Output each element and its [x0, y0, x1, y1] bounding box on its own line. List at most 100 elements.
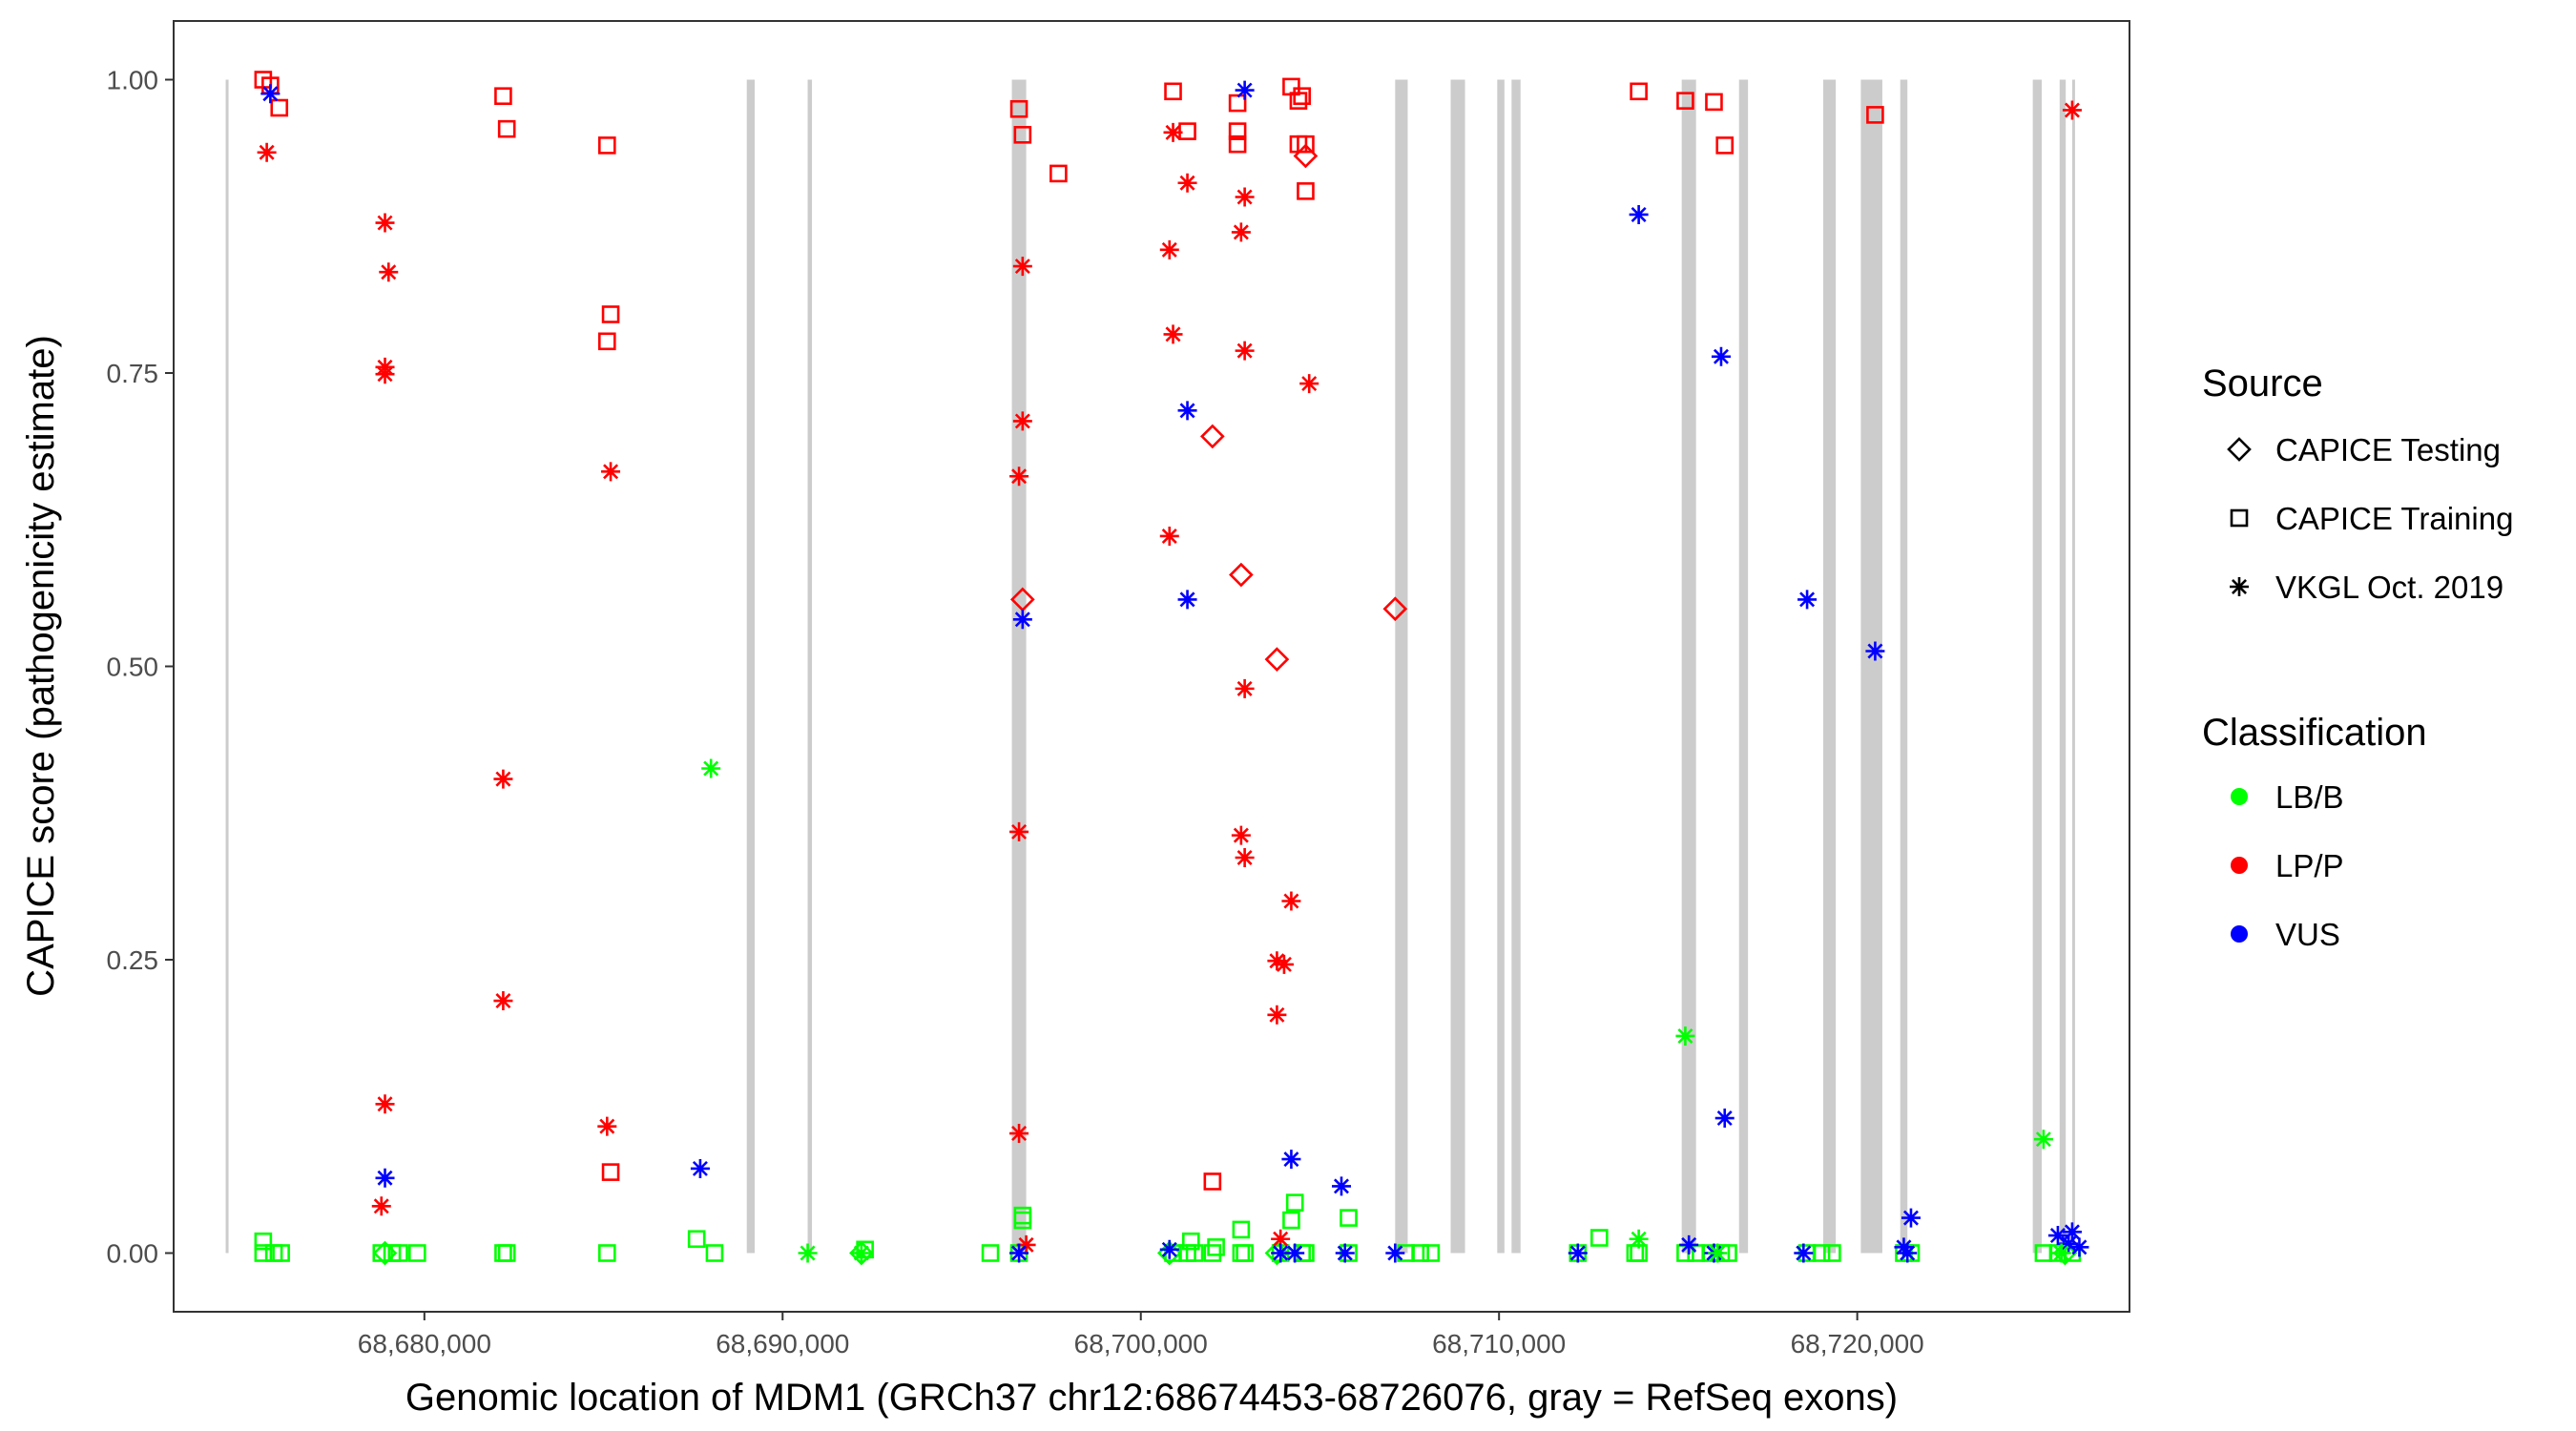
x-tick-label: 68,680,000 — [358, 1329, 491, 1358]
data-point — [1865, 641, 1885, 661]
legend-class-label: VUS — [2275, 917, 2340, 952]
data-point — [375, 1094, 395, 1114]
data-point — [1235, 678, 1255, 698]
data-point — [270, 98, 289, 117]
legend-source-label: CAPICE Testing — [2275, 432, 2501, 467]
data-point — [272, 1244, 290, 1262]
exon-band — [1450, 79, 1465, 1254]
data-point — [1285, 1193, 1304, 1212]
data-point — [1009, 99, 1028, 118]
data-point — [1164, 82, 1182, 101]
data-point — [601, 305, 620, 323]
data-point — [1264, 647, 1290, 672]
legend-source-item: CAPICE Training — [2230, 501, 2513, 536]
data-point — [1228, 122, 1247, 140]
exon-band — [746, 79, 755, 1254]
data-point — [1013, 1206, 1032, 1225]
data-points — [254, 71, 2089, 1266]
exon-band — [1822, 79, 1837, 1254]
data-point — [372, 1240, 398, 1266]
data-point — [1331, 1176, 1351, 1196]
data-point — [601, 1163, 620, 1181]
data-point — [260, 84, 280, 104]
plot-panel-border — [173, 20, 2130, 1313]
y-tick-label: 0.75 — [107, 359, 159, 388]
data-point — [1177, 173, 1197, 193]
data-point — [2051, 1243, 2071, 1263]
data-point — [1715, 136, 1735, 155]
data-point — [408, 1244, 426, 1262]
legend-asterisk-icon — [2230, 577, 2249, 596]
legend-classification-title: Classification — [2202, 712, 2427, 754]
legend-class-label: LP/P — [2275, 848, 2344, 883]
legend-diamond-icon — [2227, 437, 2252, 462]
data-point — [1297, 182, 1315, 200]
data-point — [1203, 1172, 1222, 1191]
x-tick-label: 68,690,000 — [716, 1329, 849, 1358]
data-point — [1281, 1150, 1301, 1170]
data-point — [705, 1244, 724, 1262]
legend: Source CAPICE Testing CAPICE Training VKGL… — [2202, 363, 2513, 952]
data-point — [1012, 610, 1032, 630]
data-point — [598, 332, 616, 351]
data-point — [1340, 1209, 1358, 1227]
data-point — [2062, 100, 2082, 120]
y-tick-label: 0.00 — [107, 1239, 159, 1269]
data-point — [1335, 1243, 1355, 1263]
data-point — [598, 136, 616, 155]
data-point — [1228, 93, 1247, 113]
data-point — [2062, 1222, 2082, 1242]
data-point — [1385, 1243, 1405, 1263]
x-axis-title: Genomic location of MDM1 (GRCh37 chr12:6… — [405, 1377, 1898, 1419]
data-point — [1182, 1232, 1200, 1251]
data-point — [1282, 1211, 1300, 1230]
legend-classification-items: LB/B LP/P VUS — [2231, 779, 2344, 952]
data-point — [1159, 526, 1179, 546]
data-point — [1229, 562, 1254, 588]
legend-square-icon — [2230, 508, 2249, 528]
legend-dot-icon — [2231, 788, 2248, 805]
legend-dot-icon — [2231, 857, 2248, 874]
data-point — [1009, 1124, 1029, 1144]
y-axis-title: CAPICE score (pathogenicity estimate) — [20, 335, 62, 997]
data-point — [1293, 87, 1311, 106]
legend-source-label: VKGL Oct. 2019 — [2275, 570, 2503, 605]
legend-source-item: VKGL Oct. 2019 — [2230, 570, 2503, 605]
data-point — [2059, 1234, 2079, 1254]
data-point — [1629, 204, 1649, 224]
legend-class-label: LB/B — [2275, 779, 2344, 815]
data-point — [497, 119, 516, 138]
data-point — [1271, 1229, 1291, 1249]
data-point — [1293, 143, 1319, 169]
exon-band — [1738, 79, 1749, 1254]
data-point — [1679, 1234, 1699, 1255]
data-point — [1236, 1244, 1254, 1262]
data-point — [1163, 324, 1183, 344]
data-point — [1590, 1229, 1609, 1247]
data-point — [851, 1243, 871, 1263]
data-point — [1411, 1244, 1429, 1262]
data-point — [1199, 424, 1225, 449]
data-point — [1630, 82, 1648, 101]
data-point — [1568, 1243, 1588, 1263]
data-point — [1823, 1244, 1841, 1262]
data-point — [1012, 257, 1032, 277]
data-point — [1901, 1208, 1921, 1228]
data-point — [1235, 341, 1255, 361]
exon-band — [1395, 79, 1408, 1254]
data-point — [1626, 1244, 1645, 1262]
data-point — [849, 1240, 874, 1266]
data-point — [1203, 1244, 1222, 1262]
data-point — [375, 1168, 395, 1188]
data-point — [1898, 1243, 1918, 1263]
data-point — [257, 142, 277, 162]
x-tick-label: 68,710,000 — [1432, 1329, 1566, 1358]
data-point — [390, 1244, 408, 1262]
legend-source-item: CAPICE Testing — [2227, 432, 2501, 467]
data-point — [1271, 1243, 1291, 1263]
exon-band — [2059, 79, 2067, 1254]
axis-ticks: 68,680,000 68,690,000 68,700,000 68,710,000… — [107, 66, 1924, 1359]
x-tick-label: 68,700,000 — [1074, 1329, 1208, 1358]
data-point — [1285, 1243, 1305, 1263]
